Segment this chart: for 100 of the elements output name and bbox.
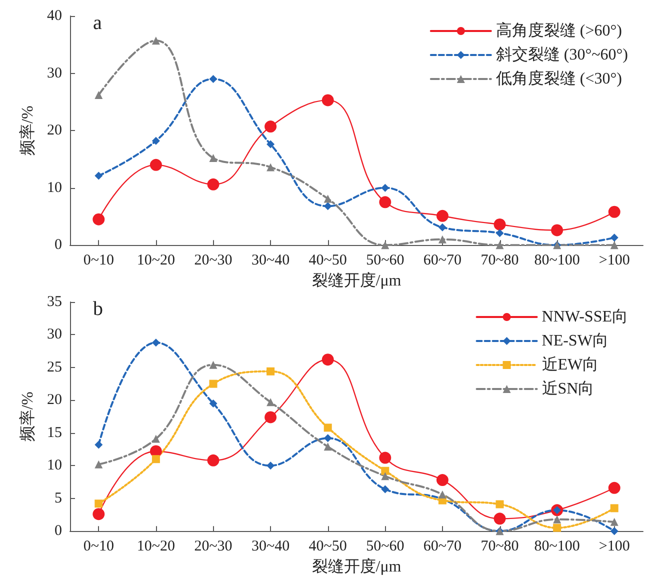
x-tick-label: 60~70 — [423, 252, 462, 269]
point — [266, 367, 275, 376]
point — [94, 460, 103, 468]
y-tick-label: 30 — [47, 326, 62, 343]
point — [324, 424, 332, 432]
point — [324, 194, 332, 203]
x-tick-label: 80~100 — [534, 538, 580, 555]
x-tick-label: 10~20 — [136, 538, 176, 555]
x-tick-label: 50~60 — [366, 538, 404, 555]
point — [381, 472, 390, 480]
point — [207, 178, 220, 190]
y-tick-label: 5 — [54, 490, 62, 506]
point — [381, 466, 390, 475]
chart-title: b — [93, 298, 103, 320]
legend-label: 高角度裂缝 (>60°) — [496, 22, 622, 40]
point — [438, 235, 446, 244]
y-axis-title: 频率/% — [18, 106, 36, 156]
point — [266, 140, 275, 148]
point — [324, 202, 332, 210]
x-axis-title: 裂缝开度/μm — [312, 558, 402, 576]
y-tick-label: 0 — [54, 237, 62, 254]
point — [608, 482, 620, 494]
point — [266, 398, 275, 406]
y-tick-label: 40 — [47, 8, 62, 24]
x-tick-label: 0~10 — [83, 252, 114, 269]
point — [94, 172, 103, 180]
point — [553, 524, 562, 532]
x-tick-label: 80~100 — [534, 252, 580, 269]
point — [209, 154, 218, 162]
point — [553, 515, 562, 524]
point — [381, 485, 390, 494]
x-tick-label: 40~50 — [308, 252, 347, 269]
y-tick-label: 25 — [47, 359, 62, 376]
point — [438, 223, 446, 232]
point — [496, 500, 504, 508]
point — [610, 504, 618, 512]
y-tick-label: 10 — [47, 458, 62, 474]
point — [436, 474, 448, 486]
x-tick-label: 30~40 — [251, 538, 290, 555]
chart-title: a — [93, 12, 102, 34]
point — [94, 500, 103, 508]
point — [610, 241, 618, 250]
point — [438, 490, 446, 498]
point — [610, 518, 618, 526]
point — [324, 434, 332, 442]
point — [92, 508, 105, 520]
point — [152, 455, 160, 464]
y-tick-label: 35 — [47, 294, 62, 310]
legend-label: NNW-SSE向 — [542, 308, 628, 326]
x-tick-label: 30~40 — [251, 252, 290, 269]
x-tick-label: 40~50 — [308, 538, 347, 555]
x-tick-label: 70~80 — [480, 538, 519, 555]
point — [381, 184, 390, 192]
point — [264, 120, 277, 133]
y-tick-label: 20 — [47, 392, 62, 408]
legend-label: 斜交裂缝 (30°~60°) — [496, 46, 628, 64]
x-tick-label: 20~30 — [194, 252, 232, 269]
point — [322, 354, 334, 366]
legend-label: NE-SW向 — [542, 332, 608, 350]
x-tick-label: 0~10 — [83, 538, 114, 555]
point — [494, 512, 506, 525]
y-axis-title: 频率/% — [18, 392, 36, 442]
point — [608, 206, 620, 218]
point — [324, 442, 332, 451]
point — [266, 163, 275, 172]
point — [150, 158, 162, 171]
x-tick-label: >100 — [598, 252, 630, 269]
point — [436, 210, 448, 222]
point — [94, 440, 103, 449]
point — [322, 94, 334, 106]
legend-label: 低角度裂缝 (<30°) — [496, 70, 622, 88]
y-tick-label: 10 — [47, 180, 62, 196]
point — [494, 218, 506, 230]
point — [209, 399, 218, 408]
point — [152, 36, 160, 45]
x-tick-label: 70~80 — [480, 252, 519, 269]
point — [264, 411, 277, 424]
point — [610, 527, 618, 536]
point — [152, 136, 160, 145]
point — [152, 338, 160, 347]
point — [496, 229, 504, 238]
x-tick-label: 50~60 — [366, 252, 404, 269]
point — [94, 91, 103, 100]
point — [551, 224, 564, 236]
point — [152, 434, 160, 443]
point — [496, 241, 504, 250]
point — [209, 360, 218, 369]
point — [379, 196, 392, 208]
x-tick-label: 60~70 — [423, 538, 462, 555]
x-axis-title: 裂缝开度/μm — [312, 272, 402, 290]
point — [379, 452, 392, 464]
point — [209, 380, 218, 388]
point — [209, 75, 218, 84]
x-tick-label: 20~30 — [194, 538, 232, 555]
point — [207, 454, 220, 466]
y-tick-label: 15 — [47, 424, 62, 441]
point — [266, 462, 275, 470]
point — [92, 213, 105, 226]
y-tick-label: 0 — [54, 523, 62, 540]
legend-label: 近EW向 — [542, 356, 599, 374]
